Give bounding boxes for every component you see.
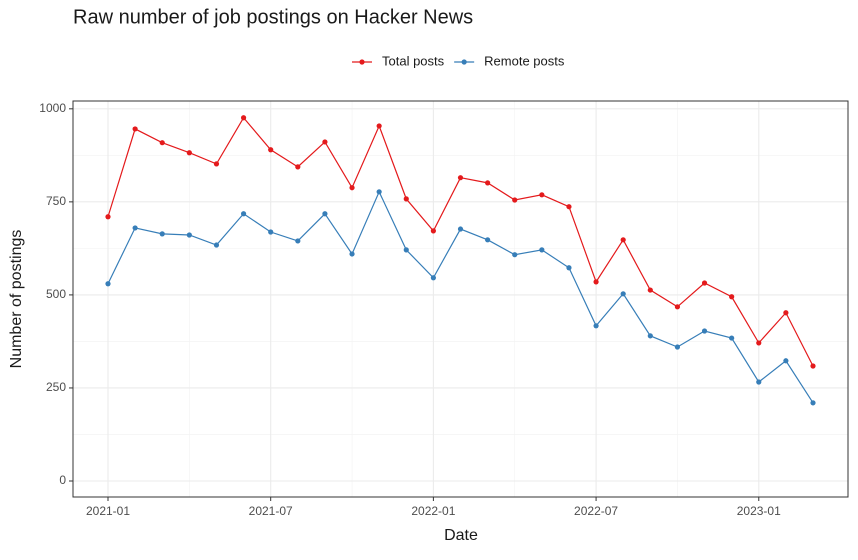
- legend-label: Total posts: [382, 53, 445, 68]
- y-tick-label: 250: [46, 380, 66, 394]
- x-tick-label: 2021-01: [86, 504, 130, 518]
- point: [756, 340, 762, 346]
- point: [159, 140, 165, 146]
- point: [701, 280, 708, 286]
- point: [105, 281, 111, 287]
- point: [105, 214, 111, 220]
- point: [132, 225, 138, 231]
- point: [403, 247, 409, 253]
- point: [186, 150, 192, 156]
- point: [186, 232, 192, 238]
- point: [566, 204, 572, 210]
- panel: [73, 101, 848, 497]
- point: [620, 237, 626, 243]
- point: [213, 161, 220, 167]
- chart-title: Raw number of job postings on Hacker New…: [73, 6, 473, 28]
- legend: Total posts Remote posts: [352, 53, 565, 68]
- legend-key-point: [461, 59, 467, 65]
- point: [485, 237, 491, 243]
- x-tick-label: 2022-07: [574, 504, 618, 518]
- point: [701, 328, 708, 334]
- y-tick-label: 750: [46, 194, 66, 208]
- point: [322, 139, 328, 145]
- point: [268, 229, 274, 235]
- point: [539, 247, 545, 253]
- point: [674, 304, 681, 310]
- point: [240, 211, 247, 217]
- point: [268, 147, 274, 153]
- point: [783, 358, 789, 364]
- point: [647, 333, 653, 339]
- y-tick-label: 500: [46, 287, 66, 301]
- x-axis-title: Date: [444, 527, 478, 544]
- point: [430, 275, 436, 281]
- legend-label: Remote posts: [484, 53, 565, 68]
- point: [566, 265, 572, 271]
- point: [322, 211, 328, 217]
- point: [349, 251, 355, 257]
- point: [213, 242, 220, 248]
- point: [810, 363, 816, 369]
- point: [349, 185, 355, 191]
- y-tick-label: 0: [59, 473, 66, 487]
- point: [593, 279, 599, 285]
- panel-border: [72, 100, 849, 498]
- x-tick-label: 2022-01: [411, 504, 455, 518]
- point: [485, 180, 491, 186]
- point: [159, 231, 165, 237]
- point: [620, 291, 626, 297]
- y-axis-title: Number of postings: [8, 230, 25, 369]
- point: [674, 344, 681, 350]
- point: [729, 294, 735, 300]
- point: [810, 400, 816, 406]
- x-tick-label: 2021-07: [249, 504, 293, 518]
- point: [376, 189, 382, 195]
- point: [295, 164, 301, 170]
- point: [403, 196, 409, 202]
- point: [512, 252, 518, 258]
- point: [729, 335, 735, 341]
- point: [132, 126, 138, 132]
- point: [512, 197, 518, 203]
- point: [430, 228, 436, 234]
- point: [376, 123, 382, 129]
- point: [756, 379, 762, 385]
- y-tick-label: 1000: [39, 101, 66, 115]
- point: [457, 226, 464, 232]
- point: [783, 310, 789, 316]
- point: [593, 323, 599, 329]
- point: [240, 115, 247, 121]
- point: [647, 287, 653, 293]
- x-tick-label: 2023-01: [737, 504, 781, 518]
- point: [295, 238, 301, 244]
- legend-key-point: [359, 59, 365, 65]
- point: [539, 192, 545, 198]
- point: [457, 175, 464, 181]
